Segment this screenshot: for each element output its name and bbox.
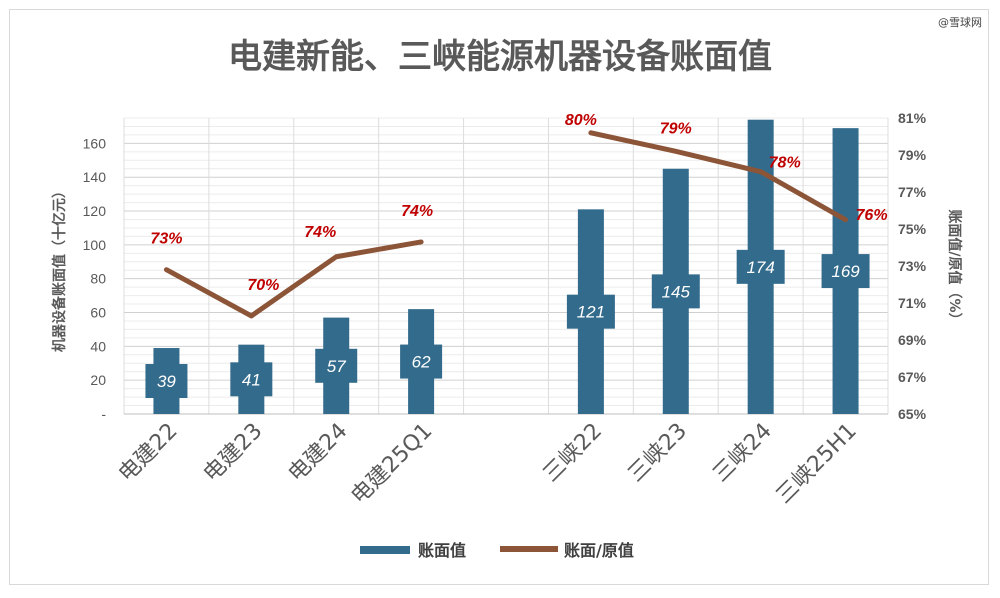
bar-data-label: 57: [327, 357, 346, 376]
bar-label-box: [736, 249, 785, 284]
y-left-tick-label: 20: [90, 372, 106, 388]
legend: 账面值 账面/原值: [360, 541, 634, 560]
bar-data-label: 39: [157, 372, 176, 391]
line-data-label: 78%: [769, 155, 801, 172]
bar-label-box: [230, 362, 273, 397]
category-label: 三峡23: [623, 419, 692, 488]
y-left-tick-label: 40: [90, 338, 106, 354]
bar-label-box: [315, 348, 358, 383]
bar-data-label: 41: [242, 370, 261, 389]
legend-swatch-line: [500, 546, 558, 552]
y-left-tick-label: 60: [90, 305, 106, 321]
category-label: 电建25Q1: [347, 419, 438, 510]
y-left-tick-label: 140: [83, 169, 107, 185]
y-left-tick-label: 120: [83, 203, 107, 219]
bar-label-box: [400, 344, 443, 379]
legend-swatch-bar: [360, 546, 410, 554]
bar-label-box: [651, 274, 700, 309]
left-axis-ticks: - 20 40 60 80 100 120 140 160: [83, 135, 107, 422]
y-right-tick-label: 65%: [898, 406, 927, 422]
chart-frame: [9, 9, 989, 585]
category-label: 三峡22: [539, 419, 608, 488]
y-left-tick-label: 100: [83, 237, 107, 253]
legend-label-line: 账面/原值: [564, 541, 634, 560]
bar-data-label: 169: [831, 262, 860, 281]
watermark: @雪球网: [938, 16, 982, 29]
line-series: [163, 130, 849, 319]
bar-data-label: 121: [577, 303, 605, 322]
bar-data-label: 174: [746, 258, 774, 277]
y-axis-left-title: 机器设备账面值（十亿元）: [51, 184, 68, 352]
legend-label-bar: 账面值: [418, 541, 466, 560]
y-right-tick-label: 67%: [898, 369, 927, 385]
line-data-label: 70%: [247, 277, 279, 294]
line-segment: [588, 130, 849, 223]
y-right-tick-label: 75%: [898, 221, 927, 237]
line-data-label: 80%: [565, 112, 597, 129]
line-data-label: 74%: [401, 203, 433, 220]
y-right-tick-label: 69%: [898, 332, 927, 348]
y-right-tick-label: 81%: [898, 110, 927, 126]
y-left-tick-label: 160: [83, 135, 107, 151]
y-right-tick-label: 79%: [898, 147, 927, 163]
category-label: 电建23: [199, 419, 268, 488]
bar-label-box: [145, 364, 188, 399]
chart-title: 电建新能、三峡能源机器设备账面值: [228, 37, 772, 77]
y-right-tick-label: 71%: [898, 295, 927, 311]
category-label: 电建24: [284, 419, 353, 488]
y-left-tick-label: -: [101, 406, 106, 422]
line-segment: [163, 239, 424, 319]
bar-data-labels: 39 41 57 62 121 145 174 169: [145, 249, 870, 399]
bar-label-box: [821, 254, 870, 289]
y-right-tick-label: 73%: [898, 258, 927, 274]
bar-data-label: 145: [662, 282, 691, 301]
y-axis-right-title: 账面值/原值（%）: [946, 209, 963, 326]
right-axis-ticks: 65% 67% 69% 71% 73% 75% 77% 79% 81%: [898, 110, 927, 422]
line-data-labels: 73% 70% 74% 74% 80% 79% 78% 76%: [150, 112, 887, 294]
y-right-tick-label: 77%: [898, 184, 927, 200]
y-left-tick-label: 80: [90, 271, 106, 287]
line-data-label: 79%: [660, 120, 692, 137]
category-label: 三峡25H1: [772, 419, 862, 509]
bar-label-box: [566, 294, 615, 329]
line-data-label: 73%: [150, 231, 182, 248]
category-label: 电建22: [114, 419, 183, 488]
category-label: 三峡24: [708, 419, 777, 488]
line-data-label: 74%: [304, 224, 336, 241]
bar-data-label: 62: [412, 353, 431, 372]
line-data-label: 76%: [856, 207, 888, 224]
